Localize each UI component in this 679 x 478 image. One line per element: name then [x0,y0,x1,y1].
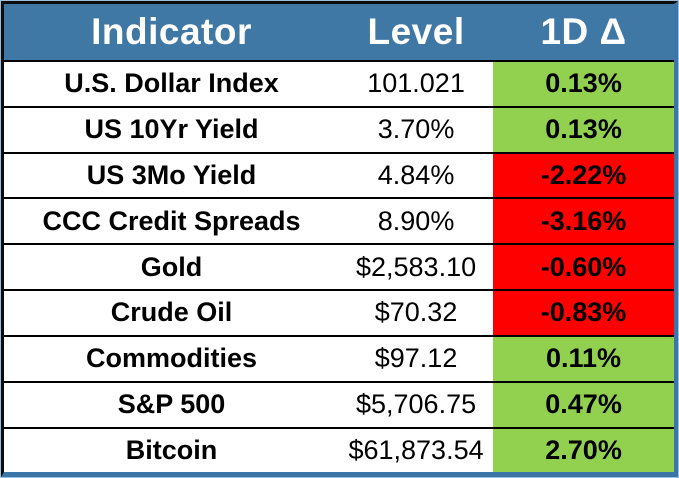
delta-value-cell: 0.11% [493,335,674,382]
level-value-cell: $61,873.54 [348,434,484,465]
delta-value-cell: -3.16% [493,198,674,245]
delta-value-cell: 2.70% [493,427,674,472]
indicator-name-cell: Commodities [85,343,258,374]
indicator-name-cell: Crude Oil [110,297,233,328]
delta-value-cell: -2.22% [493,152,674,199]
level-value-cell: $97.12 [374,343,458,374]
table-row: US 10Yr Yield 3.70% 0.13% [4,106,674,153]
table-row: Bitcoin $61,873.54 2.70% [4,427,674,472]
level-value-cell: 101.021 [367,68,465,99]
level-value-cell: $2,583.10 [355,251,477,282]
delta-value-cell: 0.47% [493,381,674,428]
column-header-level: Level [339,4,494,61]
column-header-indicator: Indicator [4,4,339,61]
table-row: Gold $2,583.10 -0.60% [4,244,674,291]
table-row: US 3Mo Yield 4.84% -2.22% [4,152,674,199]
table-row: S&P 500 $5,706.75 0.47% [4,381,674,428]
indicator-name-cell: Gold [140,251,203,282]
indicator-name-cell: US 3Mo Yield [86,160,257,191]
delta-value-cell: -0.60% [493,244,674,291]
table-row: Commodities $97.12 0.11% [4,335,674,382]
table-header: Indicator Level 1D Δ [4,4,674,61]
indicator-name-cell: U.S. Dollar Index [64,68,279,99]
indicator-name-cell: S&P 500 [117,389,226,420]
level-value-cell: $70.32 [374,297,458,328]
level-value-cell: 3.70% [377,114,455,145]
column-header-1d-delta: 1D Δ [493,4,674,61]
level-value-cell: 8.90% [377,205,455,236]
delta-value-cell: 0.13% [493,106,674,153]
table-row: Crude Oil $70.32 -0.83% [4,290,674,336]
level-value-cell: 4.84% [377,160,455,191]
delta-value-cell: -0.83% [493,290,674,336]
indicator-name-cell: CCC Credit Spreads [42,205,301,236]
table-header-row: Indicator Level 1D Δ [4,4,674,61]
indicator-name-cell: Bitcoin [125,434,218,465]
level-value-cell: $5,706.75 [355,389,477,420]
delta-value-cell: 0.13% [493,61,674,107]
table-row: U.S. Dollar Index 101.021 0.13% [4,61,674,107]
indicators-table: Indicator Level 1D Δ U.S. Dollar Index 1… [4,4,674,472]
table-body: U.S. Dollar Index 101.021 0.13% US 10Yr … [4,61,674,472]
table-row: CCC Credit Spreads 8.90% -3.16% [4,198,674,245]
indicator-name-cell: US 10Yr Yield [84,114,259,145]
